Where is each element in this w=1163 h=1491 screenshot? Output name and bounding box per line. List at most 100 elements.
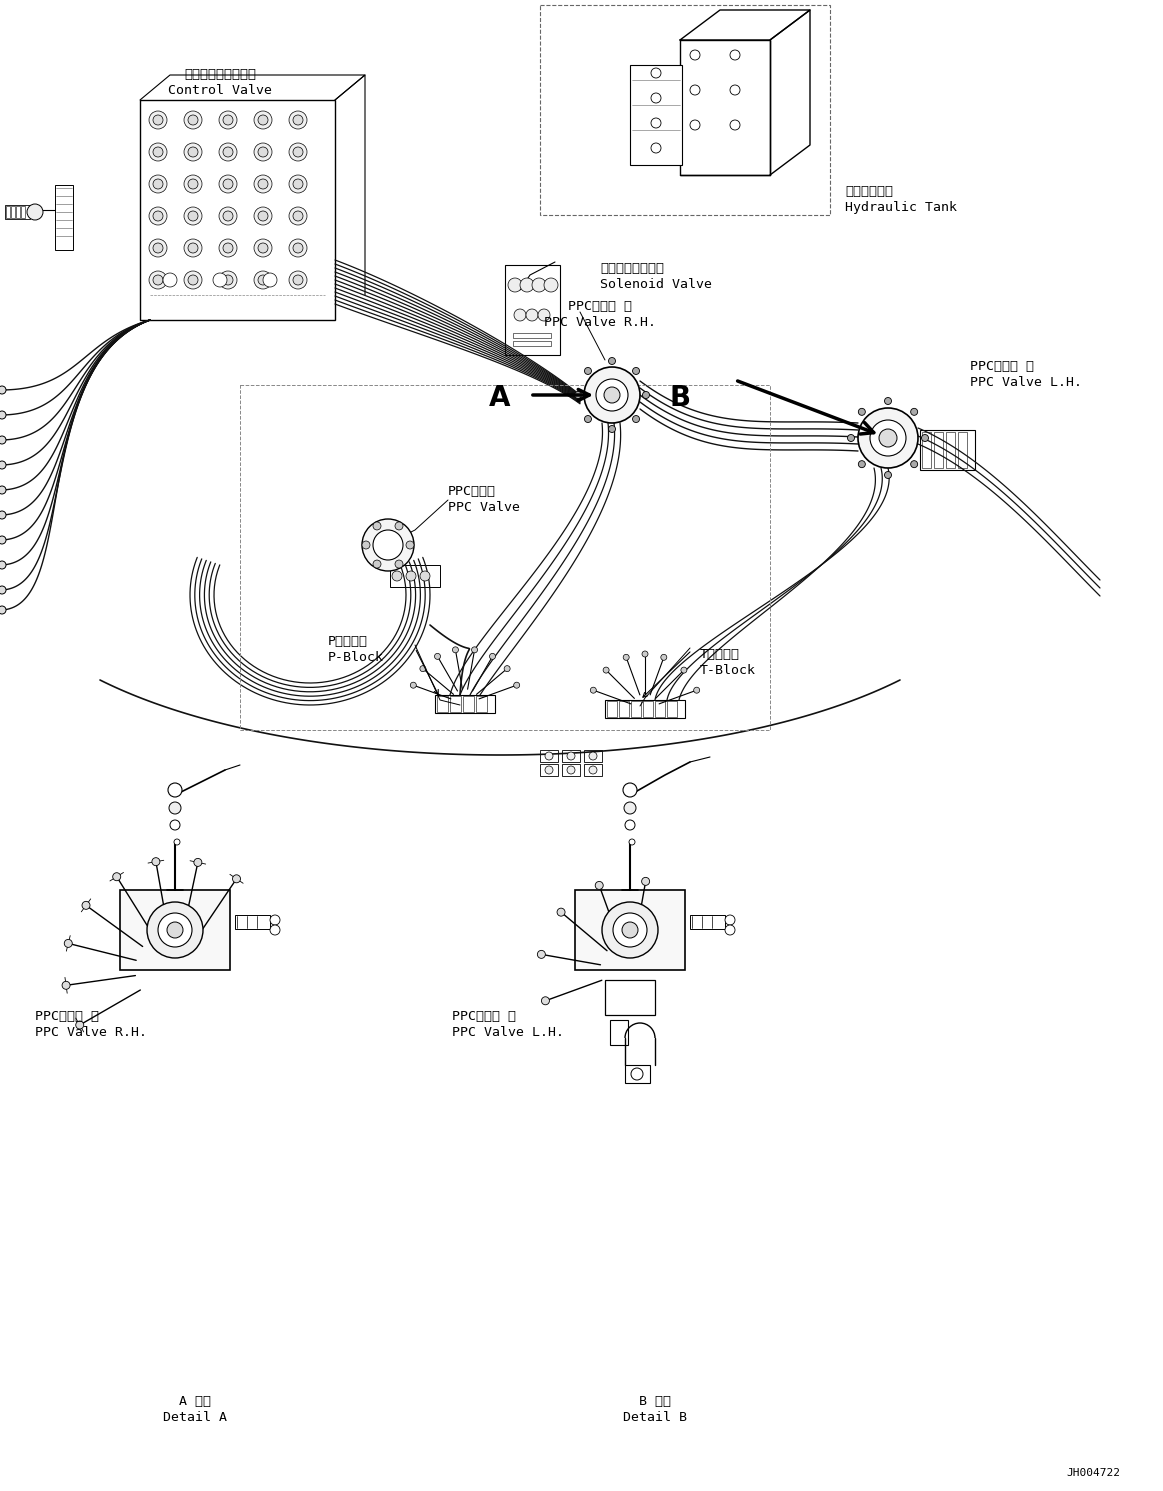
Circle shape	[270, 915, 280, 924]
Text: A: A	[490, 385, 511, 412]
Circle shape	[725, 915, 735, 924]
Circle shape	[608, 425, 615, 432]
Circle shape	[170, 820, 180, 830]
Circle shape	[184, 271, 202, 289]
Bar	[562, 750, 580, 762]
Circle shape	[288, 239, 307, 256]
Circle shape	[288, 110, 307, 130]
Circle shape	[219, 110, 237, 130]
Circle shape	[188, 148, 198, 157]
Circle shape	[64, 939, 72, 947]
Circle shape	[154, 212, 163, 221]
Circle shape	[219, 174, 237, 192]
Circle shape	[154, 115, 163, 125]
Circle shape	[254, 271, 272, 289]
Circle shape	[730, 85, 740, 95]
Circle shape	[392, 571, 402, 581]
Circle shape	[154, 274, 163, 285]
Circle shape	[223, 243, 233, 253]
Bar	[643, 701, 652, 717]
Circle shape	[420, 665, 426, 671]
Bar	[235, 915, 270, 929]
Bar	[619, 701, 629, 717]
Circle shape	[149, 174, 167, 192]
Circle shape	[858, 409, 865, 416]
Circle shape	[584, 367, 640, 423]
Circle shape	[651, 118, 661, 128]
Circle shape	[568, 751, 575, 760]
Circle shape	[921, 434, 928, 441]
Bar	[463, 696, 475, 713]
Circle shape	[642, 877, 650, 886]
Circle shape	[585, 416, 592, 422]
Circle shape	[690, 119, 700, 130]
Text: B: B	[670, 385, 691, 412]
Circle shape	[680, 666, 687, 672]
Text: Tブロック
T-Block: Tブロック T-Block	[700, 649, 756, 677]
Circle shape	[514, 683, 520, 689]
Circle shape	[622, 921, 638, 938]
Text: PPCバルブ
PPC Valve: PPCバルブ PPC Valve	[448, 485, 520, 514]
Circle shape	[730, 119, 740, 130]
Text: 作動油タンク
Hydraulic Tank: 作動油タンク Hydraulic Tank	[846, 185, 957, 215]
Circle shape	[223, 148, 233, 157]
Circle shape	[233, 875, 241, 883]
Circle shape	[406, 541, 414, 549]
Circle shape	[885, 471, 892, 479]
Circle shape	[471, 647, 478, 653]
Bar	[607, 701, 618, 717]
Circle shape	[0, 435, 6, 444]
Bar	[584, 750, 602, 762]
Circle shape	[258, 274, 267, 285]
Circle shape	[288, 143, 307, 161]
Circle shape	[223, 212, 233, 221]
Circle shape	[288, 271, 307, 289]
Circle shape	[848, 434, 855, 441]
Circle shape	[725, 924, 735, 935]
Bar	[540, 750, 558, 762]
Bar	[934, 432, 943, 468]
Circle shape	[254, 143, 272, 161]
Circle shape	[154, 148, 163, 157]
Circle shape	[263, 273, 277, 286]
Circle shape	[188, 179, 198, 189]
Bar	[562, 763, 580, 775]
Circle shape	[293, 179, 304, 189]
Circle shape	[693, 687, 700, 693]
Text: A 詳細
Detail A: A 詳細 Detail A	[163, 1396, 227, 1424]
Circle shape	[411, 683, 416, 689]
Circle shape	[504, 665, 511, 671]
Circle shape	[420, 571, 430, 581]
Bar	[505, 265, 561, 355]
Circle shape	[149, 207, 167, 225]
Bar	[16, 206, 20, 218]
Bar	[450, 696, 461, 713]
Circle shape	[113, 872, 121, 881]
Circle shape	[258, 212, 267, 221]
Circle shape	[0, 412, 6, 419]
Circle shape	[293, 115, 304, 125]
Circle shape	[623, 783, 637, 798]
Bar	[140, 100, 335, 321]
Circle shape	[585, 367, 592, 374]
Bar	[21, 206, 24, 218]
Bar	[513, 332, 551, 338]
Circle shape	[602, 902, 658, 959]
Bar	[240, 385, 770, 731]
Circle shape	[258, 148, 267, 157]
Circle shape	[395, 561, 404, 568]
Circle shape	[508, 277, 522, 292]
Circle shape	[184, 110, 202, 130]
Bar	[605, 699, 685, 719]
Bar	[668, 701, 677, 717]
Circle shape	[690, 85, 700, 95]
Circle shape	[254, 174, 272, 192]
Circle shape	[642, 652, 648, 658]
Bar	[680, 40, 770, 174]
Circle shape	[588, 766, 597, 774]
Circle shape	[258, 115, 267, 125]
Circle shape	[520, 277, 534, 292]
Bar	[630, 66, 682, 166]
Circle shape	[526, 309, 538, 321]
Bar	[655, 701, 665, 717]
